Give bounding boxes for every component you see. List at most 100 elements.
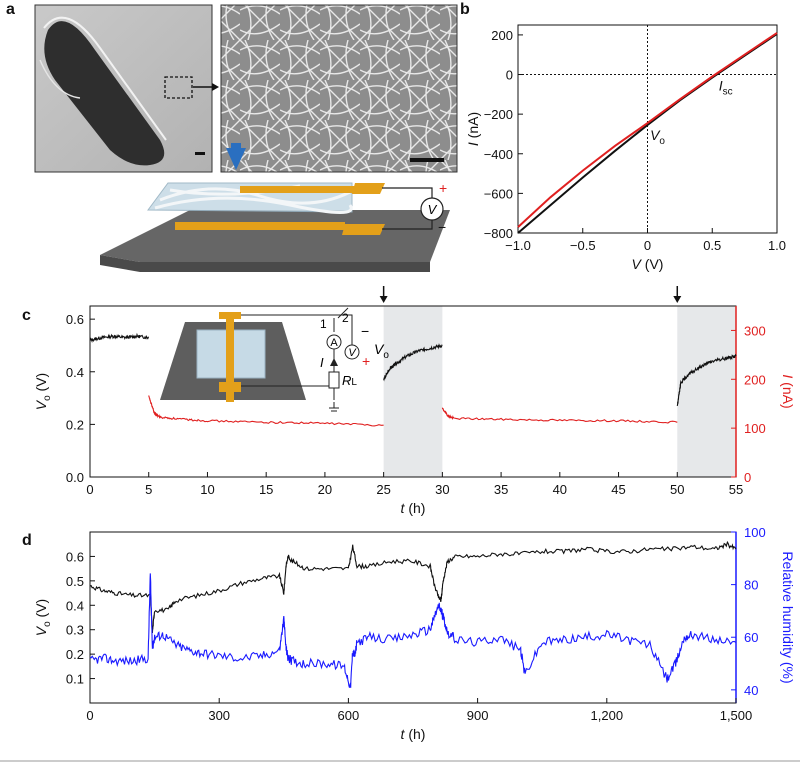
d-yr-axis-label: Relative humidity (%) — [780, 551, 796, 683]
c-x-tick-label: 5 — [145, 482, 152, 497]
c-arrow-head-icon — [673, 296, 682, 303]
b-y-tick-label: −800 — [484, 226, 513, 241]
inset-plus: + — [362, 353, 370, 369]
b-x-tick-label: 0.5 — [703, 238, 721, 253]
panel-label-c: c — [22, 307, 31, 324]
c-series-Vo-segment — [676, 353, 737, 406]
ammeter-label: A — [330, 337, 338, 349]
d-yr-axis-var: Relative humidity — [780, 551, 796, 658]
inset-minus: − — [361, 323, 369, 339]
c-yl-axis-unit: (V) — [33, 373, 49, 396]
b-annotation-var: V — [650, 127, 661, 143]
d-yl-tick-label: 0.5 — [66, 574, 84, 589]
d-yr-tick-label: 100 — [744, 525, 766, 540]
d-series-Vo-line — [89, 540, 737, 634]
c-x-tick-label: 25 — [376, 482, 390, 497]
c-x-tick-label: 30 — [435, 482, 449, 497]
tem-bacterium-image — [34, 4, 213, 173]
c-yl-tick-label: 0.4 — [66, 365, 84, 380]
b-y-tick-label: −400 — [484, 147, 513, 162]
c-x-axis-label: t (h) — [401, 500, 426, 516]
b-annotation-sub: o — [659, 136, 665, 147]
scale-bar-2 — [410, 158, 444, 162]
d-plot-frame — [89, 531, 737, 704]
b-x-axis-label: V (V) — [632, 256, 664, 272]
inset-vo-label: Vo — [374, 341, 389, 361]
c-yr-axis-label: I (nA) — [780, 374, 796, 408]
c-yl-axis-sub: o — [42, 395, 53, 401]
voltmeter-inset-label: V — [348, 347, 357, 359]
minus-sign: − — [438, 219, 446, 235]
d-yl-axis-unit: (V) — [33, 599, 49, 622]
b-y-tick-label: −600 — [484, 186, 513, 201]
iv-chart: −1.0 −0.5 0 0.5 1.0 −800 −600 −400 −200 0 200 V (V)… — [465, 24, 786, 272]
b-annotation: Vo — [650, 127, 665, 147]
d-yl-axis-label: Vo (V) — [33, 599, 53, 636]
d-yr-axis-unit: (%) — [780, 658, 796, 684]
c-yl-tick-label: 0.6 — [66, 312, 84, 327]
b-x-tick-label: −1.0 — [505, 238, 531, 253]
d-yr-tick-label: 40 — [744, 683, 758, 698]
b-y-tick-label: −200 — [484, 107, 513, 122]
c-x-tick-label: 45 — [611, 482, 625, 497]
c-yr-tick-label: 200 — [744, 372, 766, 387]
c-x-tick-label: 0 — [86, 482, 93, 497]
c-yr-axis-var: I — [780, 374, 796, 378]
down-arrow-icon — [226, 148, 246, 170]
d-x-tick-label: 0 — [86, 708, 93, 723]
current-label: I — [320, 355, 324, 370]
d-x-tick-label: 1,200 — [591, 708, 624, 723]
circuit-inset: 1 2 A I RL V − + Vo — [160, 307, 389, 412]
c-x-tick-label: 15 — [259, 482, 273, 497]
b-x-tick-label: −0.5 — [570, 238, 596, 253]
d-yr-tick-label: 80 — [744, 578, 758, 593]
voltmeter-label: V — [428, 202, 438, 217]
c-shaded-band — [677, 306, 736, 477]
c-yr-tick-label: 0 — [744, 470, 751, 485]
c-arrow-head-icon — [379, 296, 388, 303]
d-yl-tick-label: 0.3 — [66, 623, 84, 638]
d-x-tick-label: 900 — [467, 708, 489, 723]
vo-current-chart: 0 5 10 15 20 25 30 35 40 45 50 55 0.0 0.2 0.4 0.6 0 100 20… — [33, 286, 796, 516]
current-arrow-icon — [330, 358, 338, 366]
d-x-axis-label: t (h) — [401, 726, 426, 742]
load-label: RL — [342, 373, 357, 388]
d-x-tick-label: 1,500 — [720, 708, 753, 723]
b-annotation-var: I — [719, 77, 723, 93]
c-x-tick-label: 55 — [729, 482, 743, 497]
voltmeter-icon — [420, 197, 444, 221]
voltmeter-inset-icon — [344, 344, 360, 360]
d-yl-tick-label: 0.4 — [66, 598, 84, 613]
b-y-axis-label: I (nA) — [465, 112, 481, 146]
d-x-tick-label: 600 — [338, 708, 360, 723]
c-x-axis-var: t — [401, 500, 406, 516]
c-yl-axis-var: V — [33, 399, 49, 410]
b-y-tick-label: 0 — [506, 68, 513, 83]
c-shaded-band — [383, 306, 443, 477]
panel-label-b: b — [460, 1, 470, 18]
tem-nanowire-image — [220, 4, 458, 173]
c-yr-axis-unit: (nA) — [780, 378, 796, 408]
c-yl-tick-label: 0.2 — [66, 417, 84, 432]
c-yl-axis-label: Vo (V) — [33, 373, 53, 410]
b-x-tick-label: 0 — [644, 238, 651, 253]
plus-sign: + — [439, 180, 447, 196]
b-x-tick-label: 1.0 — [768, 238, 786, 253]
c-x-tick-label: 10 — [200, 482, 214, 497]
c-x-tick-label: 40 — [553, 482, 567, 497]
d-x-axis-var: t — [401, 726, 406, 742]
c-x-tick-label: 50 — [670, 482, 684, 497]
d-x-tick-label: 300 — [208, 708, 230, 723]
zoom-box — [164, 76, 193, 99]
c-series-I-segment — [441, 407, 678, 424]
c-series-Vo-segment — [383, 343, 443, 382]
d-yl-axis-var: V — [33, 625, 49, 636]
c-yl-tick-label: 0.0 — [66, 470, 84, 485]
b-annotation-sub: sc — [723, 86, 733, 97]
d-yl-tick-label: 0.6 — [66, 549, 84, 564]
c-yr-tick-label: 300 — [744, 323, 766, 338]
b-x-axis-var: V — [632, 256, 643, 272]
scale-bar — [195, 152, 205, 155]
